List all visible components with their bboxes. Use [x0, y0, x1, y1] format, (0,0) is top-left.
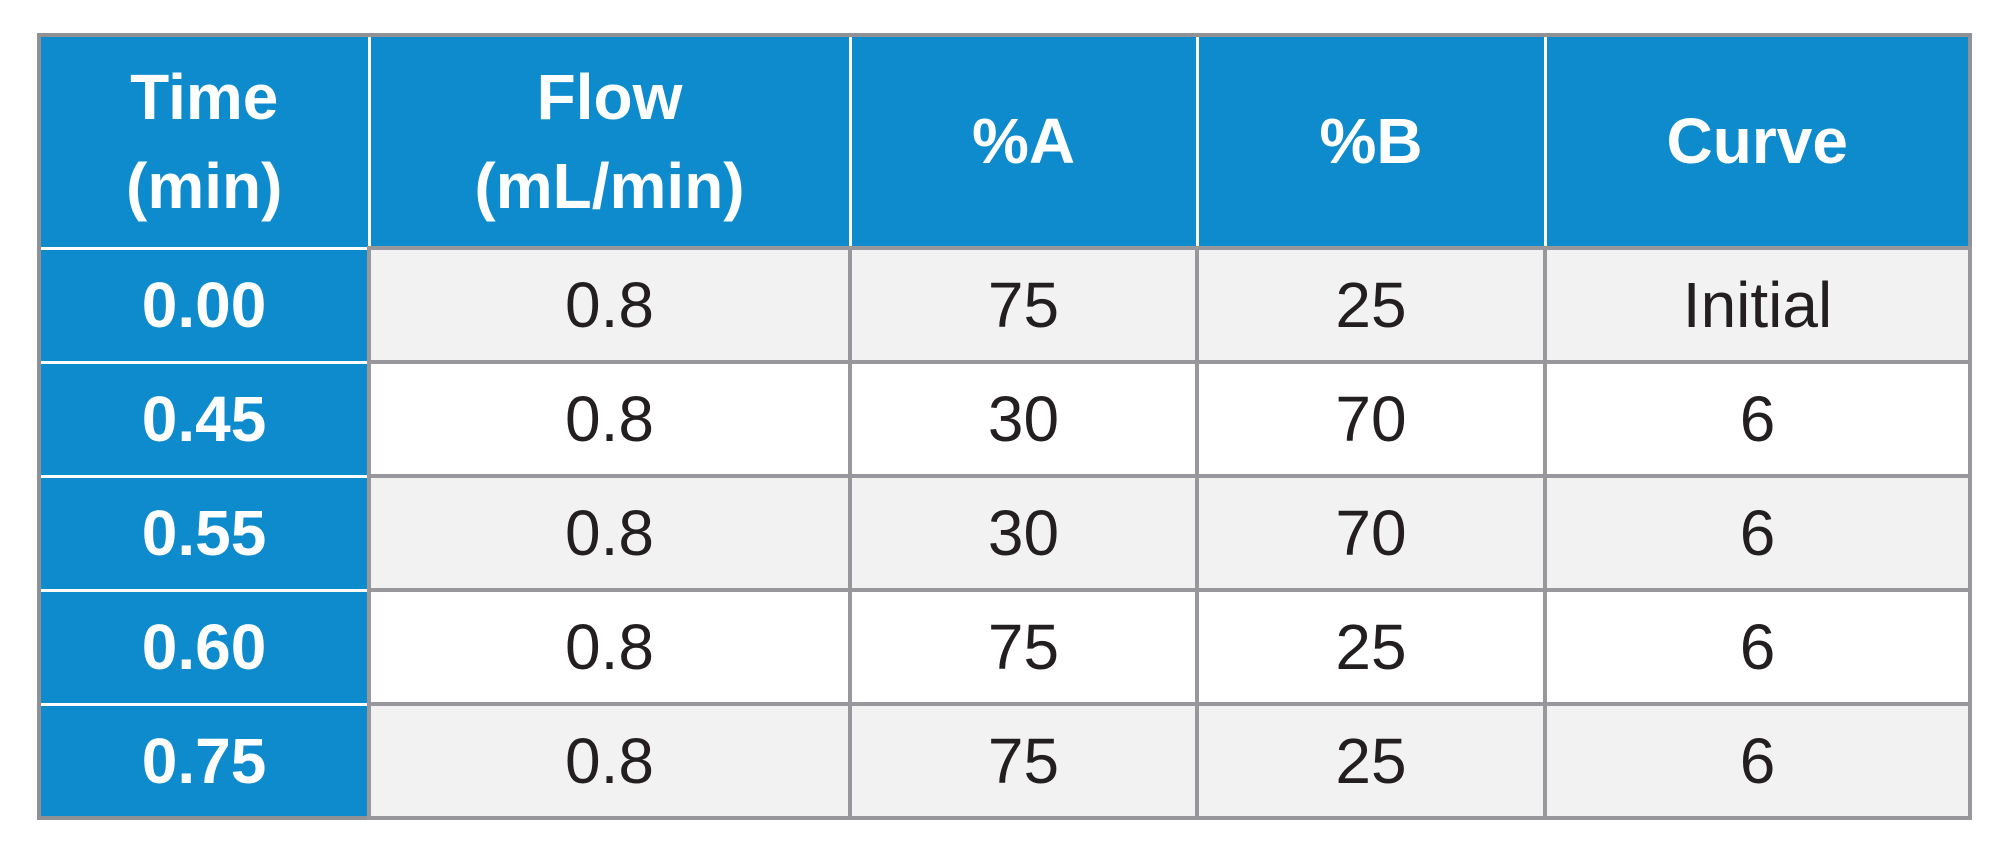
cell-curve: 6 [1543, 360, 1972, 478]
cell-percent-a: 30 [848, 474, 1199, 592]
gradient-method-table: Time (min) Flow (mL/min) %A %B Curve 0.0… [37, 33, 1972, 820]
column-header-percent-b: %B [1195, 33, 1547, 250]
cell-percent-b: 25 [1195, 702, 1547, 820]
header-row: Time (min) Flow (mL/min) %A %B Curve [37, 33, 1972, 250]
table-row: 0.55 0.8 30 70 6 [37, 474, 1972, 592]
column-header-time: Time (min) [37, 33, 371, 250]
cell-percent-b: 70 [1195, 474, 1547, 592]
cell-percent-b: 25 [1195, 246, 1547, 364]
cell-flow: 0.8 [367, 588, 852, 706]
cell-curve: 6 [1543, 474, 1972, 592]
table-row: 0.00 0.8 75 25 Initial [37, 246, 1972, 364]
cell-percent-b: 25 [1195, 588, 1547, 706]
table-row: 0.45 0.8 30 70 6 [37, 360, 1972, 478]
cell-flow: 0.8 [367, 246, 852, 364]
cell-flow: 0.8 [367, 360, 852, 478]
cell-curve: 6 [1543, 588, 1972, 706]
cell-flow: 0.8 [367, 474, 852, 592]
column-header-flow: Flow (mL/min) [367, 33, 852, 250]
cell-flow: 0.8 [367, 702, 852, 820]
table-row: 0.75 0.8 75 25 6 [37, 702, 1972, 820]
cell-time: 0.60 [37, 588, 371, 706]
cell-percent-a: 75 [848, 246, 1199, 364]
cell-time: 0.75 [37, 702, 371, 820]
column-header-percent-a: %A [848, 33, 1199, 250]
cell-percent-a: 30 [848, 360, 1199, 478]
cell-curve: Initial [1543, 246, 1972, 364]
cell-curve: 6 [1543, 702, 1972, 820]
cell-percent-a: 75 [848, 588, 1199, 706]
cell-time: 0.00 [37, 246, 371, 364]
cell-time: 0.45 [37, 360, 371, 478]
column-header-curve: Curve [1543, 33, 1972, 250]
cell-percent-a: 75 [848, 702, 1199, 820]
table-row: 0.60 0.8 75 25 6 [37, 588, 1972, 706]
cell-percent-b: 70 [1195, 360, 1547, 478]
cell-time: 0.55 [37, 474, 371, 592]
